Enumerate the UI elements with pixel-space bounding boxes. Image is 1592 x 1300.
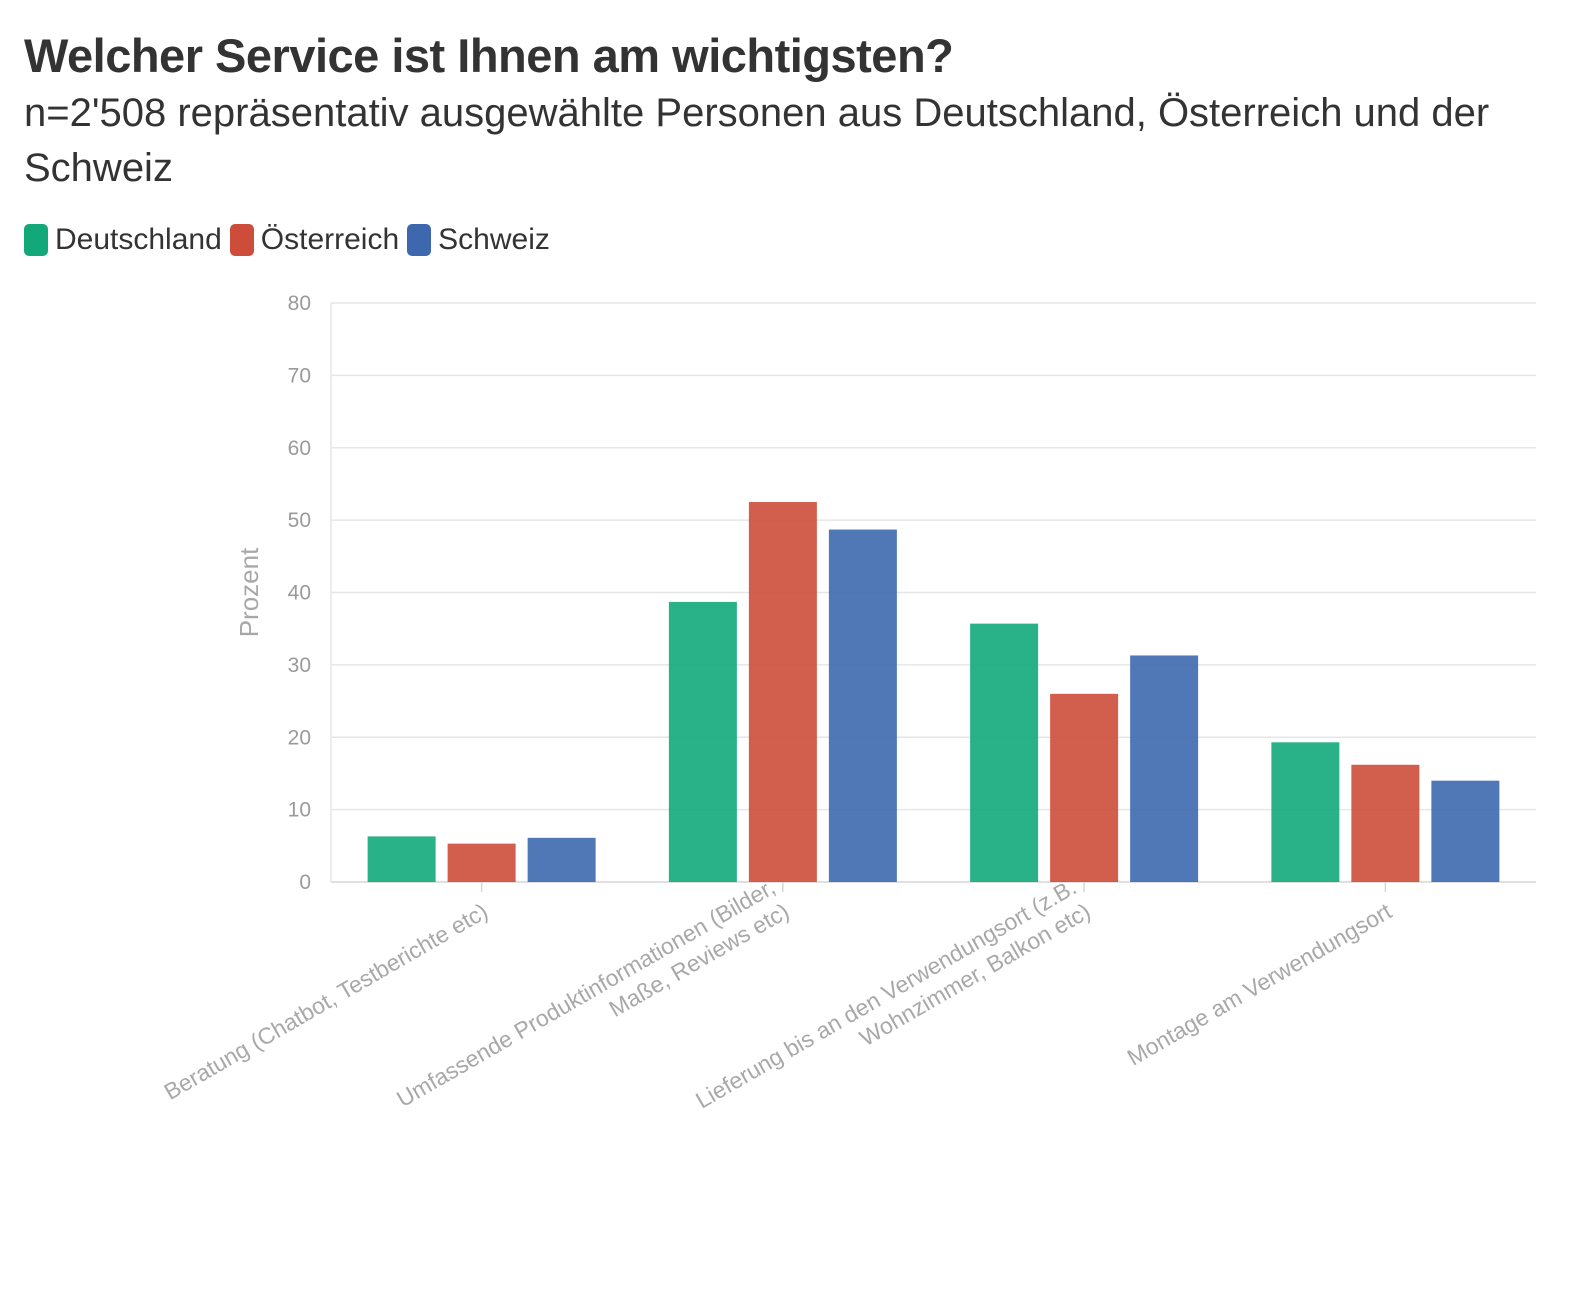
chart-legend: Deutschland Österreich Schweiz (24, 222, 558, 258)
y-tick-label: 0 (299, 871, 311, 894)
legend-swatch (24, 224, 48, 256)
legend-swatch (229, 224, 254, 256)
y-tick-label: 30 (288, 654, 311, 677)
y-tick-label: 50 (288, 509, 311, 532)
bar (367, 836, 436, 882)
bar (447, 843, 516, 882)
y-tick-label: 20 (288, 726, 311, 749)
bar (1130, 655, 1199, 882)
legend-label: Österreich (260, 223, 400, 256)
bar (748, 502, 817, 882)
y-axis-label: Prozent (234, 547, 264, 637)
bar (970, 623, 1039, 882)
bar (828, 529, 897, 882)
legend-item-schweiz[interactable]: Schweiz (407, 223, 550, 257)
x-tick-label-line: Montage am Verwendungsort (1123, 898, 1397, 1071)
bar (1431, 780, 1500, 882)
legend-swatch (407, 224, 432, 256)
x-tick-label: Lieferung bis an den Verwendungsort (z.B… (691, 874, 1094, 1138)
chart-title: Welcher Service ist Ihnen am wichtigsten… (24, 29, 954, 82)
legend-label: Deutschland (55, 223, 222, 256)
bar (668, 601, 737, 882)
y-tick-label: 70 (288, 364, 311, 387)
legend-item-deutschland[interactable]: Deutschland (24, 223, 222, 257)
bar (527, 837, 596, 882)
chart-subtitle: n=2'508 repräsentativ ausgewählte Person… (24, 91, 1490, 190)
legend-item-oesterreich[interactable]: Österreich (229, 223, 400, 257)
legend-label: Schweiz (438, 223, 550, 256)
bar (1351, 764, 1420, 882)
y-tick-label: 60 (288, 437, 311, 460)
bar (1050, 693, 1119, 882)
y-tick-label: 40 (288, 582, 311, 605)
y-tick-label: 80 (288, 292, 311, 315)
bar (1271, 742, 1340, 882)
y-tick-label: 10 (288, 799, 311, 822)
x-tick-label: Montage am Verwendungsort (1123, 898, 1397, 1071)
